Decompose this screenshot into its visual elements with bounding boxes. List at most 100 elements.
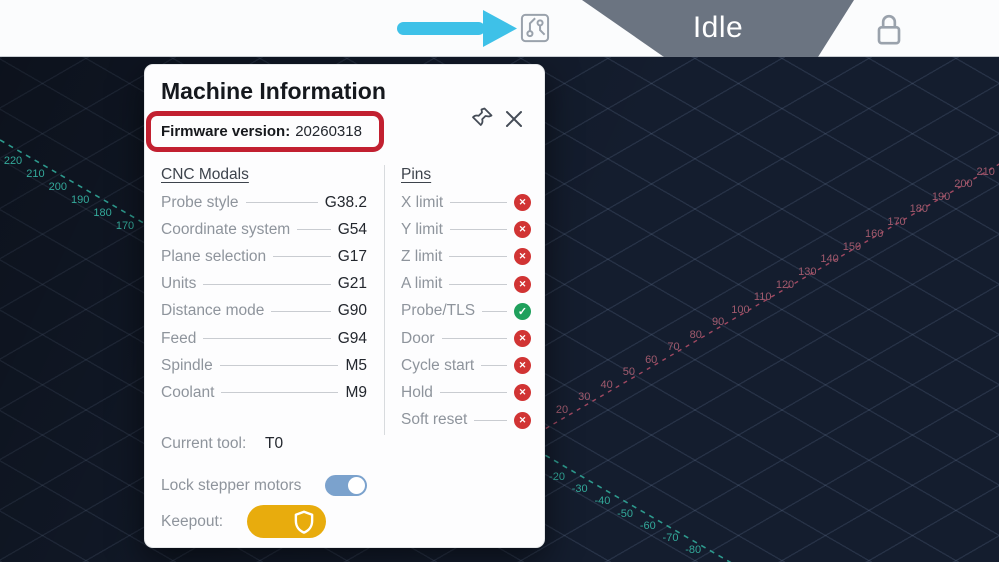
- cnc-modals-list: Probe style G38.2 Coordinate system G54 Plan…: [161, 189, 367, 407]
- current-tool-label: Current tool:: [161, 435, 247, 452]
- pin-icon: [472, 107, 493, 126]
- axis-tick-label: -20: [549, 471, 565, 483]
- leader-line: [203, 283, 331, 285]
- pin-row: Z limit ✕: [401, 243, 531, 270]
- pin-row: X limit ✕: [401, 189, 531, 216]
- pin-row: Probe/TLS ✓: [401, 298, 531, 325]
- modal-value: G54: [337, 220, 367, 238]
- annotation-arrow: [397, 10, 517, 47]
- modal-label: Feed: [161, 329, 197, 347]
- axis-tick-label: 40: [600, 378, 613, 391]
- modal-row: Probe style G38.2: [161, 189, 367, 216]
- keepout-toggle[interactable]: [247, 505, 327, 538]
- axis-tick-label: 110: [753, 291, 772, 304]
- leader-line: [273, 256, 331, 258]
- lock-stepper-motors-label: Lock stepper motors: [161, 476, 302, 494]
- axis-tick-label: 80: [689, 328, 702, 341]
- firmware-version-label: Firmware version:: [161, 123, 291, 140]
- axis-tick-label: -80: [685, 544, 702, 557]
- x-circle-icon: ✕: [514, 275, 531, 293]
- pin-label: Y limit: [401, 220, 443, 238]
- machine-status-badge: Idle: [582, 0, 854, 57]
- leader-line: [221, 392, 339, 394]
- axis-tick-label: 60: [645, 353, 658, 366]
- leader-line: [297, 229, 331, 231]
- leader-line: [441, 338, 507, 340]
- axis-tick-label: 100: [731, 303, 750, 316]
- lock-button[interactable]: [869, 9, 909, 49]
- lock-icon: [877, 14, 901, 45]
- pin-label: Door: [401, 329, 435, 347]
- firmware-highlight-box: Firmware version: 20260318: [146, 111, 384, 152]
- x-circle-icon: ✕: [514, 411, 531, 429]
- axis-tick-label: 50: [622, 366, 636, 379]
- leader-line: [245, 202, 318, 204]
- leader-line: [474, 419, 507, 421]
- axis-tick-label: -40: [594, 495, 611, 508]
- pin-label: X limit: [401, 193, 444, 211]
- leader-line: [439, 392, 507, 394]
- x-circle-icon: ✕: [514, 221, 531, 239]
- pin-row: Y limit ✕: [401, 216, 531, 243]
- x-axis-dashed-line: [537, 163, 999, 434]
- modal-label: Coordinate system: [161, 220, 291, 238]
- toggle-knob: [348, 477, 366, 494]
- leader-line: [219, 365, 339, 367]
- modal-row: Distance mode G90: [161, 298, 367, 325]
- machine-status-text: Idle: [692, 10, 744, 44]
- modal-label: Distance mode: [161, 302, 265, 320]
- axis-tick-label: 20: [555, 404, 569, 416]
- x-circle-icon: ✕: [514, 357, 531, 375]
- pin-row: Door ✕: [401, 325, 531, 352]
- axis-tick-label: 90: [711, 316, 725, 329]
- close-icon: [506, 111, 522, 127]
- lock-stepper-motors-toggle[interactable]: [325, 475, 368, 496]
- pin-label: Soft reset: [401, 411, 468, 429]
- axis-tick-label: 170: [115, 220, 135, 232]
- leader-line: [449, 229, 507, 231]
- modal-row: Units G21: [161, 271, 367, 298]
- pin-row: Cycle start ✕: [401, 352, 531, 379]
- keepout-label: Keepout:: [161, 512, 224, 530]
- modal-value: G17: [337, 247, 367, 265]
- firmware-info-button[interactable]: [519, 12, 551, 44]
- axis-tick-label: -60: [639, 519, 656, 532]
- modal-label: Probe style: [161, 193, 239, 211]
- modal-label: Spindle: [161, 356, 213, 374]
- keepout-row: Keepout:: [161, 505, 327, 538]
- x-circle-icon: ✕: [514, 194, 531, 212]
- cnc-modals-header: CNC Modals: [161, 166, 249, 183]
- modal-value: G90: [337, 302, 367, 320]
- column-divider: [384, 165, 385, 435]
- circuit-board-icon: [520, 13, 550, 43]
- axis-tick-label: 120: [775, 278, 795, 291]
- modal-row: Feed G94: [161, 325, 367, 352]
- pin-row: Soft reset ✕: [401, 407, 531, 434]
- axis-tick-label: -30: [571, 483, 588, 496]
- pins-list: X limit ✕ Y limit ✕ Z limit ✕ A limit ✕ Probe/TL…: [401, 189, 531, 434]
- modal-value: G94: [337, 329, 367, 347]
- pins-header: Pins: [401, 166, 432, 183]
- firmware-version-value: 20260318: [295, 123, 362, 140]
- modal-value: G21: [337, 275, 367, 293]
- current-tool-row: Current tool: T0: [161, 435, 283, 453]
- shield-icon: [294, 510, 314, 534]
- axis-tick-label: 190: [931, 190, 951, 203]
- axis-tick-label: 160: [865, 228, 884, 241]
- x-circle-icon: ✕: [514, 330, 531, 348]
- check-circle-icon: ✓: [514, 302, 531, 320]
- axis-tick-label: 70: [667, 341, 680, 354]
- leader-line: [449, 283, 507, 285]
- pin-label: Cycle start: [401, 356, 475, 374]
- axis-tick-label: 180: [909, 203, 928, 216]
- axis-tick-label: 220: [3, 155, 23, 167]
- leader-line: [450, 202, 507, 204]
- pin-dialog-button[interactable]: [470, 106, 494, 130]
- modal-value: M9: [345, 383, 367, 401]
- pin-label: Z limit: [401, 247, 443, 265]
- axis-tick-label: 140: [820, 253, 839, 266]
- close-dialog-button[interactable]: [502, 107, 526, 131]
- axis-tick-label: 190: [71, 194, 90, 206]
- axis-tick-label: 150: [842, 240, 862, 253]
